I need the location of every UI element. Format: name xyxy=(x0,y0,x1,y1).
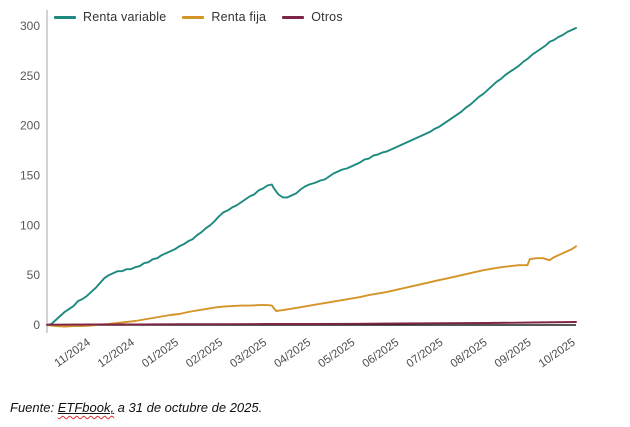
x-tick-label: 04/2025 xyxy=(272,337,313,371)
legend-label-renta-variable: Renta variable xyxy=(83,10,167,24)
legend-swatch-renta-variable xyxy=(54,15,76,19)
chart-legend: Renta variable Renta fija Otros xyxy=(54,10,343,24)
x-tick-label: 09/2025 xyxy=(493,337,534,371)
source-note-prefix: Fuente: xyxy=(10,400,58,415)
x-tick-label: 02/2025 xyxy=(184,337,225,371)
source-note-suffix: a 31 de octubre de 2025. xyxy=(114,400,263,415)
legend-label-otros: Otros xyxy=(311,10,343,24)
x-tick-label: 05/2025 xyxy=(316,337,357,371)
legend-swatch-otros xyxy=(282,15,305,19)
y-tick-label: 50 xyxy=(27,268,41,282)
legend-item-renta-fija[interactable]: Renta fija xyxy=(182,10,266,24)
x-tick-label: 10/2025 xyxy=(537,337,578,371)
x-tick-label: 12/2024 xyxy=(96,336,137,370)
legend-swatch-renta-fija xyxy=(182,15,205,19)
etf-flows-line-chart: 0 50 100 150 200 250 300 11/2024 12/2024 01/2025 0… xyxy=(20,10,578,371)
y-tick-label: 100 xyxy=(20,218,40,232)
x-tick-label: 01/2025 xyxy=(140,337,181,371)
x-tick-label: 03/2025 xyxy=(228,337,269,371)
series-line-renta-variable xyxy=(46,27,577,326)
x-tick-label: 07/2025 xyxy=(405,337,446,371)
legend-item-renta-variable[interactable]: Renta variable xyxy=(54,10,166,24)
y-tick-label: 200 xyxy=(20,119,40,133)
series-line-otros xyxy=(46,321,577,326)
legend-label-renta-fija: Renta fija xyxy=(211,10,267,24)
source-link-text[interactable]: ETFbook, xyxy=(57,400,115,415)
source-link[interactable]: ETFbook, xyxy=(58,400,114,415)
x-tick-label: 11/2024 xyxy=(53,336,94,370)
y-tick-label: 150 xyxy=(20,169,40,183)
y-tick-label: 0 xyxy=(33,318,40,332)
x-tick-label: 08/2025 xyxy=(449,337,490,371)
series-line-renta-fija xyxy=(46,245,577,328)
source-note: Fuente: ETFbook, a 31 de octubre de 2025… xyxy=(10,400,262,415)
y-tick-label: 250 xyxy=(20,69,40,83)
x-tick-label: 06/2025 xyxy=(360,337,401,371)
legend-item-otros[interactable]: Otros xyxy=(282,10,343,24)
y-tick-label: 300 xyxy=(20,19,40,33)
